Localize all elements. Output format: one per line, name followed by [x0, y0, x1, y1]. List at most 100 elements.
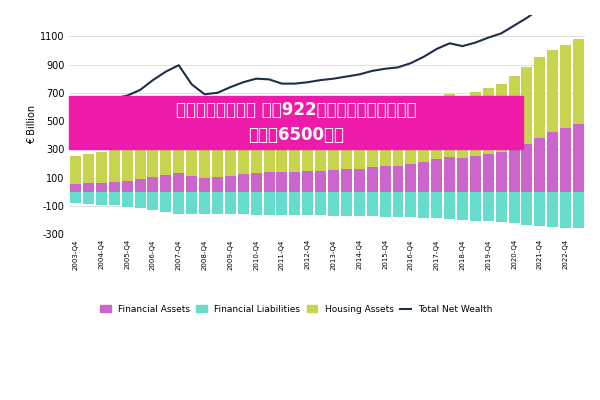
Bar: [444, 94, 455, 157]
Bar: [199, 178, 210, 192]
Bar: [238, 192, 249, 214]
Bar: [199, 192, 210, 214]
Bar: [380, 166, 391, 192]
Bar: [354, 168, 365, 192]
Bar: [277, 126, 287, 172]
Bar: [380, 116, 391, 166]
Bar: [134, 143, 146, 179]
Bar: [315, 192, 326, 215]
Bar: [483, 154, 494, 192]
Bar: [238, 174, 249, 192]
Bar: [96, 192, 107, 205]
Bar: [418, 106, 429, 162]
Bar: [160, 128, 172, 175]
Bar: [573, 39, 584, 124]
Bar: [560, 45, 571, 128]
Bar: [160, 175, 172, 192]
Bar: [341, 120, 352, 169]
Bar: [392, 166, 403, 192]
Bar: [560, 128, 571, 192]
Bar: [238, 128, 249, 174]
Bar: [251, 124, 262, 173]
Bar: [263, 172, 275, 192]
Bar: [251, 192, 262, 215]
Bar: [496, 84, 506, 152]
Bar: [470, 156, 481, 192]
Bar: [122, 180, 133, 192]
Bar: [173, 192, 184, 214]
Bar: [367, 192, 377, 216]
Bar: [521, 67, 532, 144]
Bar: [444, 157, 455, 192]
Bar: [212, 136, 223, 177]
Bar: [289, 127, 301, 172]
Bar: [328, 192, 339, 216]
Bar: [83, 183, 94, 192]
Bar: [96, 152, 107, 183]
Bar: [251, 173, 262, 192]
Bar: [302, 125, 313, 171]
Bar: [483, 192, 494, 221]
Bar: [535, 138, 545, 192]
Bar: [457, 158, 468, 192]
Bar: [470, 92, 481, 156]
Bar: [431, 159, 442, 192]
Bar: [535, 192, 545, 226]
Bar: [367, 167, 377, 192]
Bar: [418, 192, 429, 218]
Bar: [457, 192, 468, 220]
Bar: [406, 192, 416, 217]
Legend: Financial Assets, Financial Liabilities, Housing Assets, Total Net Wealth: Financial Assets, Financial Liabilities,…: [96, 301, 496, 318]
Bar: [225, 176, 236, 192]
Bar: [341, 169, 352, 192]
Bar: [547, 132, 558, 192]
Bar: [354, 192, 365, 216]
Bar: [406, 110, 416, 164]
Bar: [263, 124, 275, 172]
Bar: [199, 137, 210, 178]
Bar: [509, 76, 520, 148]
Bar: [148, 136, 158, 177]
Bar: [289, 172, 301, 192]
Bar: [70, 192, 81, 203]
Bar: [212, 177, 223, 192]
Bar: [496, 152, 506, 192]
Bar: [134, 192, 146, 208]
Bar: [573, 124, 584, 192]
Bar: [392, 192, 403, 217]
FancyBboxPatch shape: [69, 96, 523, 150]
Bar: [302, 171, 313, 192]
Bar: [315, 171, 326, 192]
Bar: [406, 164, 416, 192]
Bar: [444, 192, 455, 219]
Bar: [496, 192, 506, 222]
Bar: [328, 122, 339, 170]
Bar: [109, 150, 120, 182]
Bar: [225, 192, 236, 214]
Bar: [341, 192, 352, 216]
Bar: [109, 182, 120, 192]
Bar: [354, 119, 365, 168]
Bar: [122, 192, 133, 207]
Bar: [328, 170, 339, 192]
Bar: [521, 192, 532, 225]
Bar: [70, 156, 81, 184]
Bar: [122, 147, 133, 180]
Bar: [109, 192, 120, 205]
Bar: [263, 192, 275, 215]
Bar: [277, 192, 287, 215]
Bar: [289, 192, 301, 215]
Bar: [367, 117, 377, 167]
Bar: [186, 176, 197, 192]
Bar: [509, 192, 520, 223]
Y-axis label: € Billion: € Billion: [27, 105, 37, 144]
Bar: [547, 50, 558, 132]
Bar: [535, 58, 545, 138]
Bar: [173, 122, 184, 174]
Bar: [560, 192, 571, 228]
Bar: [509, 148, 520, 192]
Bar: [160, 192, 172, 212]
Bar: [70, 184, 81, 192]
Bar: [431, 99, 442, 159]
Bar: [431, 192, 442, 218]
